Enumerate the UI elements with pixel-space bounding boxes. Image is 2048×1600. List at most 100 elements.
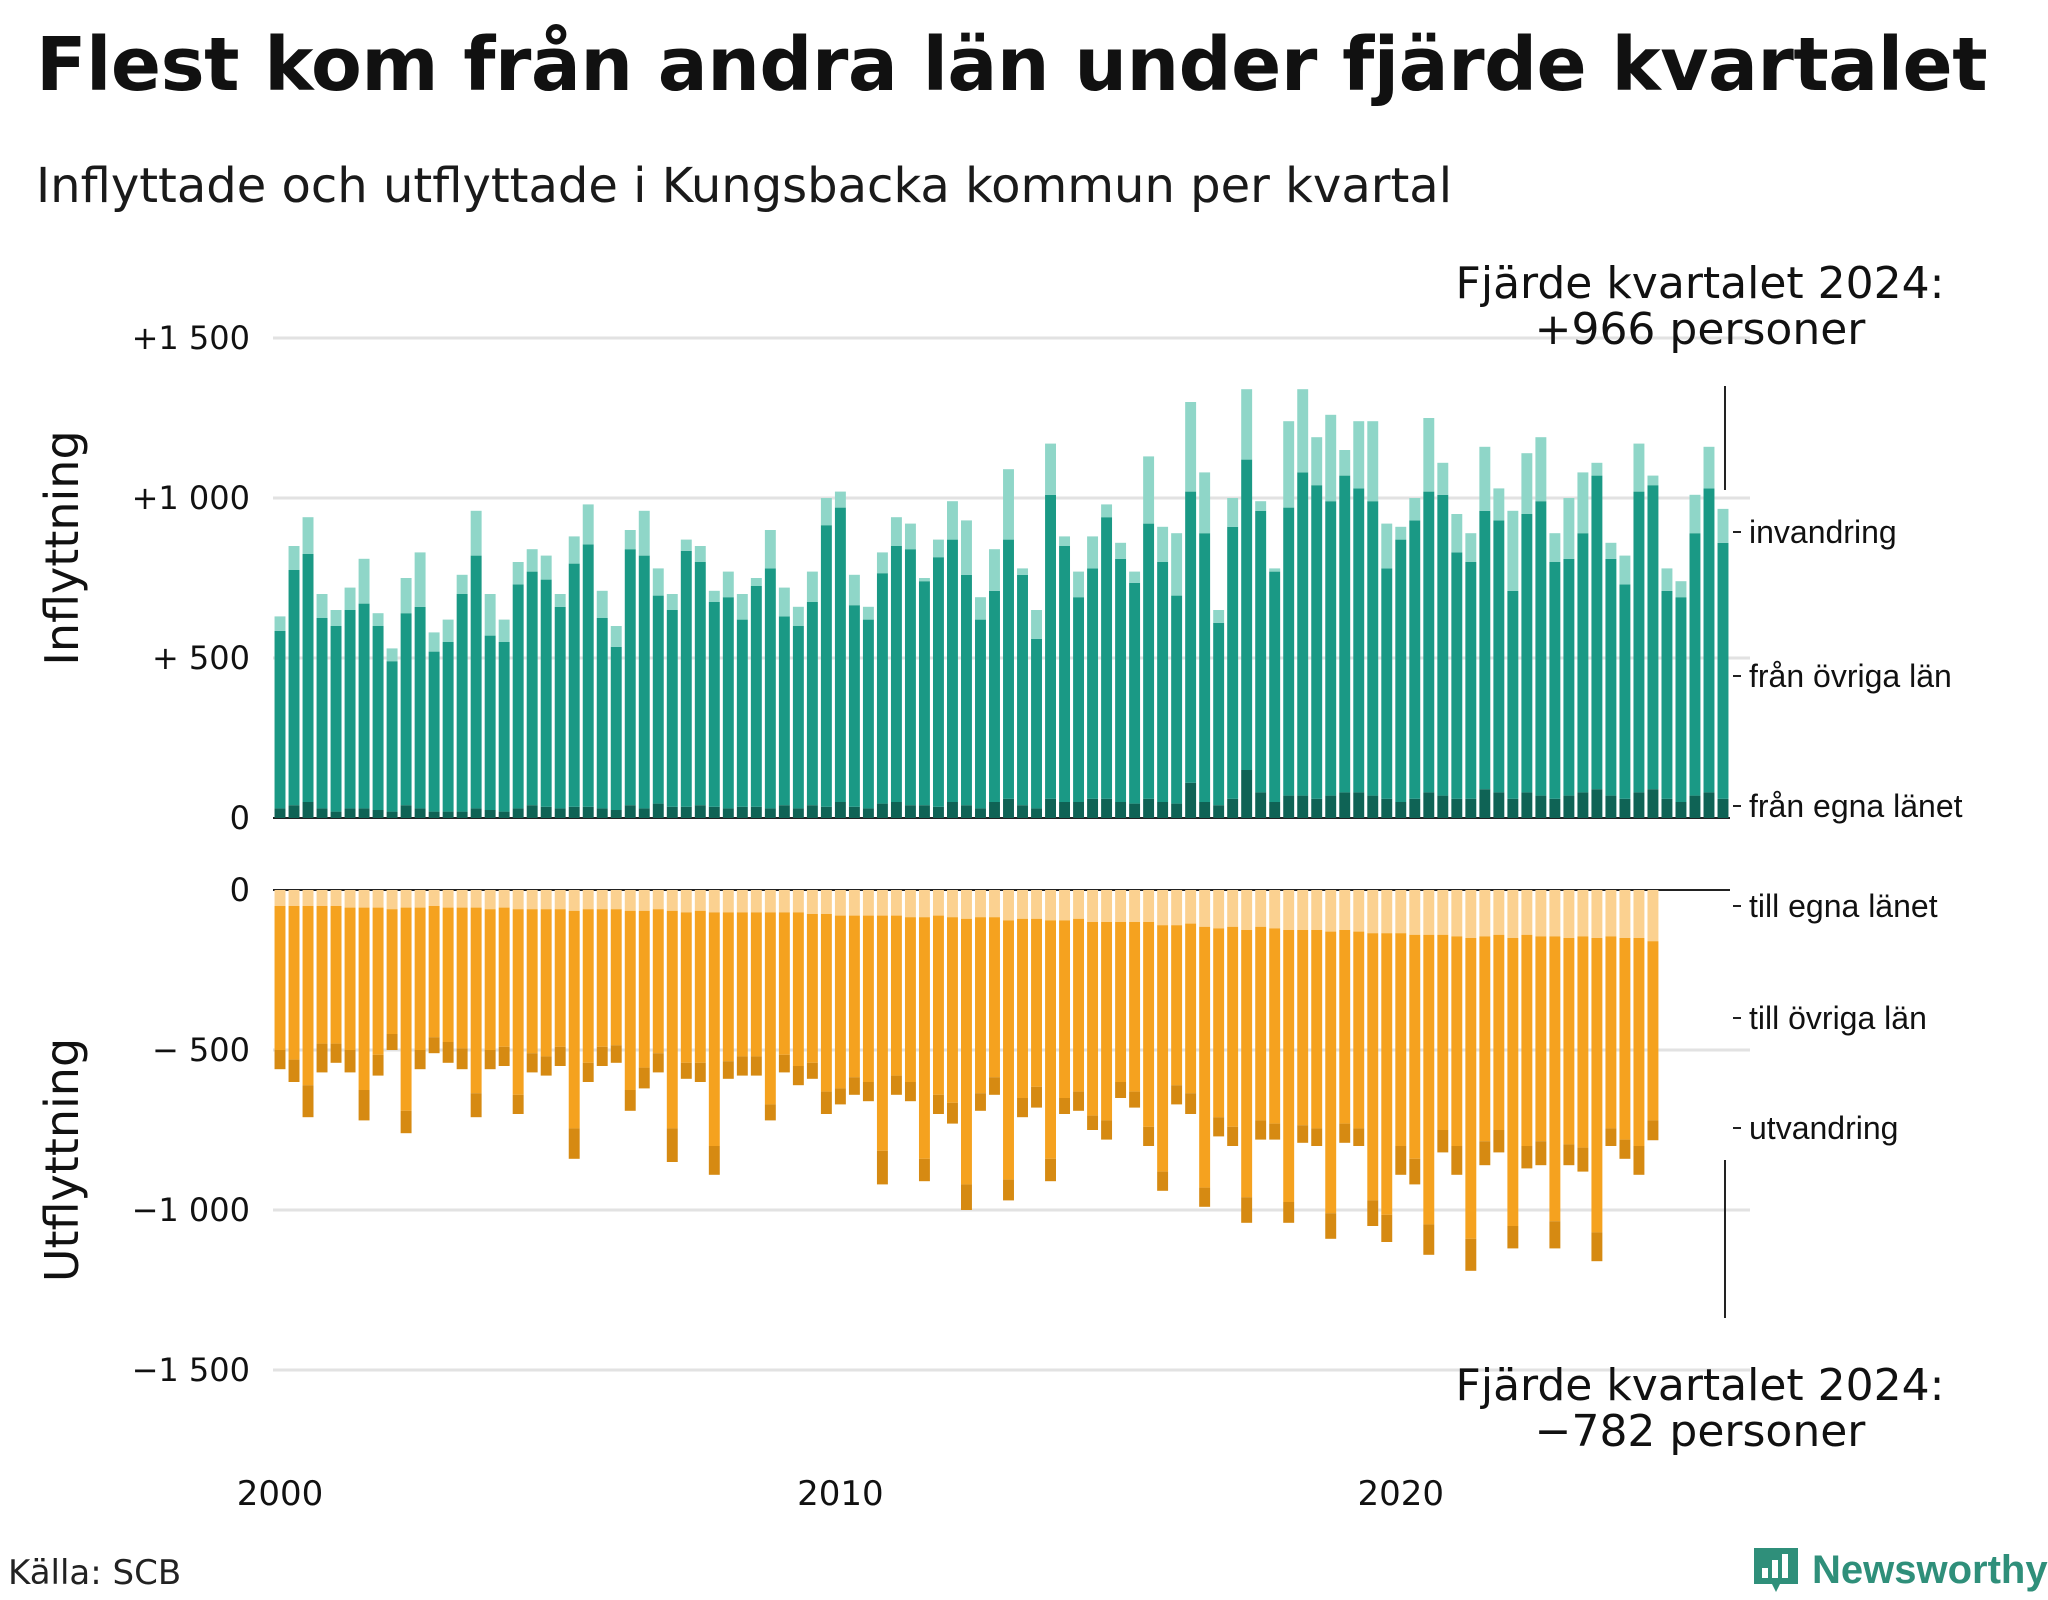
inflyttning-bar-från-övriga-län-55 [1045,494,1056,799]
inflyttning-bar-invandring-40 [834,491,846,508]
segment-label-invandring: invandring [1749,514,1897,550]
utflyttning-bar-till-övriga-län-87 [1493,934,1505,1130]
utflyttning-bar-utvandring-61 [1129,1091,1141,1108]
inflyttning-bar-invandring-9 [400,578,412,614]
inflyttning-bar-invandring-67 [1213,610,1225,623]
utflyttning-bar-till-övriga-län-6 [358,907,370,1090]
utflyttning-bar-till-övriga-län-96 [1619,938,1631,1140]
inflyttning-bar-från-egna-länet-27 [652,803,664,818]
utflyttning-bar-till-egna-länet-11 [428,890,440,906]
inflyttning-bar-från-övriga-län-78 [1367,501,1379,796]
utflyttning-bar-till-egna-länet-2 [302,890,314,906]
inflyttning-bar-invandring-58 [1087,536,1099,569]
utflyttning-bar-till-övriga-län-51 [989,917,1000,1078]
utflyttning-bar-utvandring-47 [932,1094,944,1114]
inflyttning-bar-invandring-54 [1031,610,1042,639]
inflyttning-bar-från-egna-länet-75 [1325,795,1337,818]
utflyttning-bar-utvandring-74 [1311,1128,1323,1146]
inflyttning-bar-invandring-50 [975,597,986,620]
utflyttning-bar-utvandring-13 [456,1048,468,1070]
inflyttning-bar-invandring-1 [288,546,300,570]
inflyttning-bar-från-egna-länet-41 [848,806,860,818]
inflyttning-bar-från-övriga-län-58 [1087,568,1099,799]
inflyttning-bar-från-övriga-län-89 [1521,514,1533,793]
utflyttning-bar-till-övriga-län-59 [1101,922,1113,1121]
inflyttning-bar-från-övriga-län-76 [1339,475,1351,793]
utflyttning-bar-utvandring-34 [750,1056,762,1076]
brand-logo[interactable]: Newsworthy [1750,1544,2048,1596]
utflyttning-bar-utvandring-65 [1185,1093,1197,1114]
inflyttning-bar-från-egna-länet-102 [1703,792,1715,818]
utflyttning-bar-utvandring-12 [442,1042,454,1063]
inflyttning-bar-från-egna-länet-93 [1577,792,1589,818]
inflyttning-bar-från-egna-länet-103 [1717,798,1729,818]
inflyttning-bar-invandring-93 [1577,472,1589,534]
utflyttning-bar-till-egna-länet-22 [582,890,594,910]
utflyttning-bar-till-övriga-län-98 [1647,941,1659,1121]
inflyttning-bar-från-övriga-län-84 [1451,552,1463,799]
inflyttning-bar-från-egna-länet-43 [876,803,888,818]
inflyttning-bar-invandring-72 [1283,421,1295,508]
utflyttning-bar-till-egna-länet-93 [1577,890,1589,937]
utflyttning-bar-till-egna-länet-81 [1409,890,1421,935]
utflyttning-bar-utvandring-24 [610,1045,622,1063]
inflyttning-bar-invandring-82 [1423,418,1435,492]
x-tick-2020: 2020 [1358,1474,1445,1514]
utflyttning-bar-till-egna-länet-75 [1325,890,1337,932]
utflyttning-bar-utvandring-70 [1255,1120,1267,1140]
utflyttning-bar-utvandring-73 [1297,1125,1309,1143]
utflyttning-bar-till-egna-länet-41 [848,890,860,916]
utflyttning-bar-till-egna-länet-79 [1381,890,1393,934]
utflyttning-bar-till-egna-länet-96 [1619,890,1631,938]
utflyttning-bar-till-övriga-län-39 [820,914,832,1092]
utflyttning-bar-till-övriga-län-93 [1577,936,1589,1148]
inflyttning-bar-från-egna-länet-30 [694,805,706,818]
x-tick-2010: 2010 [797,1474,884,1514]
inflyttning-bar-från-egna-länet-37 [792,808,804,818]
inflow-bars [274,389,1729,818]
utflyttning-bar-utvandring-17 [512,1094,524,1114]
inflyttning-bar-från-övriga-län-91 [1549,562,1561,799]
utflyttning-bar-utvandring-95 [1605,1128,1617,1146]
inflyttning-bar-från-egna-länet-86 [1479,789,1491,818]
utflyttning-bar-utvandring-21 [568,1128,580,1159]
inflyttning-bar-från-övriga-län-47 [932,557,944,807]
utflyttning-bar-till-egna-länet-87 [1493,890,1505,935]
utflyttning-bar-till-övriga-län-53 [1017,918,1028,1098]
utflyttning-bar-till-övriga-län-32 [722,912,734,1062]
utflyttning-bar-utvandring-2 [302,1085,314,1118]
utflyttning-bar-till-övriga-län-94 [1591,938,1603,1233]
utflyttning-bar-till-övriga-län-36 [778,912,790,1055]
inflyttning-bar-invandring-74 [1311,437,1323,486]
utflyttning-bar-till-egna-länet-7 [372,890,384,908]
inflyttning-bar-från-övriga-län-82 [1423,491,1435,793]
utflyttning-bar-utvandring-42 [862,1082,874,1102]
utflyttning-bar-till-övriga-län-54 [1031,918,1042,1087]
utflyttning-bar-till-övriga-län-50 [975,917,986,1094]
inflyttning-bar-från-egna-länet-25 [624,805,636,818]
y-tick-utflyttning-1: − 500 [152,1031,250,1069]
inflyttning-bar-invandring-63 [1157,526,1169,562]
inflyttning-bar-från-egna-länet-52 [1003,798,1014,818]
inflyttning-bar-från-övriga-län-8 [386,661,398,812]
utflyttning-bar-till-övriga-län-3 [316,906,328,1044]
inflyttning-bar-invandring-42 [862,606,874,620]
inflyttning-bar-invandring-10 [414,552,426,607]
utflyttning-bar-till-egna-länet-63 [1157,890,1169,926]
utflyttning-bar-till-egna-länet-29 [680,890,692,913]
utflyttning-bar-till-övriga-län-86 [1479,936,1491,1142]
utflyttning-bar-till-övriga-län-72 [1283,930,1295,1202]
inflyttning-bar-invandring-98 [1647,475,1659,486]
inflyttning-bar-från-övriga-län-68 [1227,526,1239,799]
inflyttning-bar-från-övriga-län-4 [330,626,342,812]
inflyttning-bar-från-egna-länet-31 [708,806,720,818]
utflyttning-bar-till-egna-länet-12 [442,890,454,908]
inflyttning-bar-invandring-70 [1255,501,1267,511]
inflyttning-bar-från-övriga-län-54 [1031,638,1042,809]
utflyttning-bar-till-egna-länet-86 [1479,890,1491,937]
inflyttning-bar-invandring-19 [540,555,552,580]
utflyttning-bar-utvandring-19 [540,1056,552,1076]
utflyttning-bar-till-övriga-län-4 [330,906,342,1044]
inflyttning-bar-från-övriga-län-86 [1479,510,1491,790]
inflyttning-bar-från-övriga-län-13 [456,594,468,812]
